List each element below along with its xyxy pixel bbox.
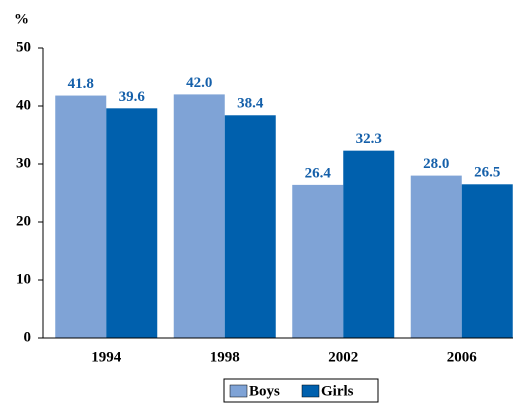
value-label: 38.4 [237, 96, 264, 112]
y-tick-label: 10 [16, 271, 31, 287]
bar [343, 150, 395, 338]
value-label: 39.6 [119, 89, 146, 105]
value-label: 32.3 [356, 131, 382, 147]
legend-label: Boys [249, 383, 280, 399]
value-label: 41.8 [68, 76, 94, 92]
y-tick-label: 50 [16, 39, 31, 55]
y-tick-label: 40 [16, 97, 31, 113]
y-tick-label: 30 [16, 155, 31, 171]
bar [292, 184, 344, 338]
x-tick-label: 1998 [210, 349, 240, 365]
legend-box [223, 378, 379, 403]
value-label: 42.0 [186, 75, 212, 91]
y-tick-label: 20 [16, 213, 31, 229]
y-tick-label: 0 [24, 329, 32, 345]
value-label: 26.5 [474, 165, 500, 181]
legend-label: Girls [321, 383, 354, 399]
x-tick-label: 2006 [447, 349, 478, 365]
bar [173, 94, 225, 339]
bar [55, 95, 107, 338]
y-axis-label: % [14, 11, 29, 27]
bar [410, 175, 462, 338]
x-tick-label: 2002 [328, 349, 358, 365]
legend-swatch [301, 384, 320, 398]
value-label: 26.4 [305, 165, 332, 181]
value-label: 28.0 [423, 156, 449, 172]
legend-swatch [229, 384, 248, 398]
x-tick-label: 1994 [91, 349, 122, 365]
bar [224, 115, 276, 338]
bar [461, 184, 513, 338]
bar [106, 108, 158, 338]
